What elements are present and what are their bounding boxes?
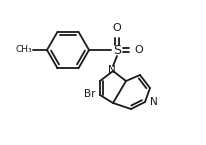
Text: O: O <box>134 45 143 55</box>
Text: CH₃: CH₃ <box>15 46 32 55</box>
Text: Br: Br <box>84 89 96 99</box>
Text: N: N <box>150 97 158 107</box>
Text: S: S <box>113 44 121 57</box>
Text: N: N <box>108 65 116 75</box>
Text: O: O <box>113 23 121 33</box>
